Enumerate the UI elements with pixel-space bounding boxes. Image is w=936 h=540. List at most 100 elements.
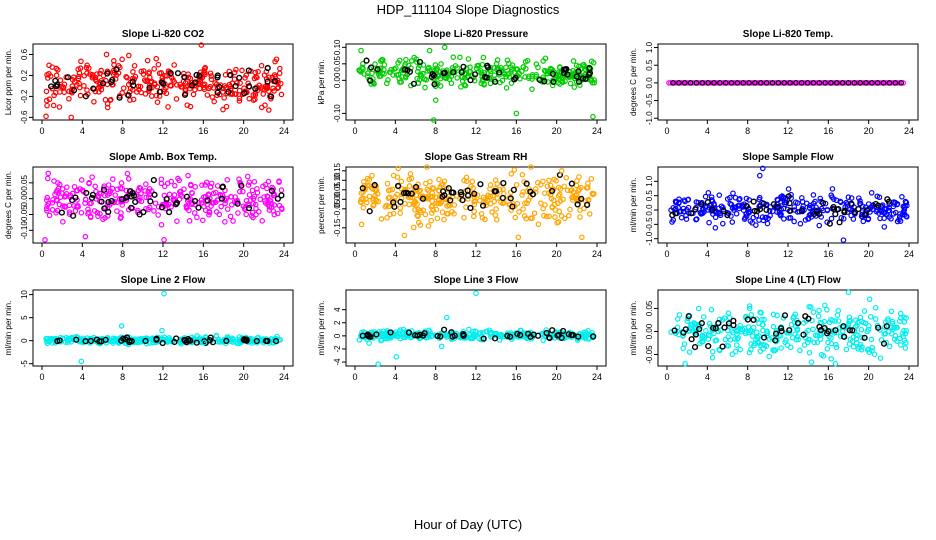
data-point [207, 70, 214, 77]
data-point [835, 318, 842, 324]
data-point [756, 196, 762, 203]
highlight-point [549, 70, 556, 77]
data-point [227, 213, 234, 220]
data-point [278, 187, 285, 193]
highlight-point [746, 80, 752, 86]
data-point [425, 188, 432, 194]
data-point [724, 196, 731, 202]
data-point [233, 66, 239, 73]
highlight-point [507, 195, 514, 202]
data-point [833, 341, 839, 348]
data-point [390, 172, 397, 179]
data-point [152, 200, 159, 207]
data-point [482, 216, 488, 223]
highlight-point [575, 78, 583, 85]
data-point [772, 347, 779, 353]
data-point [423, 180, 429, 187]
data-point [395, 165, 401, 172]
highlight-point [793, 80, 799, 86]
data-point [540, 205, 546, 212]
y-tick-label: -0.10 [20, 221, 29, 240]
highlight-point [857, 80, 863, 86]
outlier-point [432, 97, 439, 103]
data-point [237, 80, 243, 86]
data-point [697, 80, 703, 86]
data-point [168, 204, 174, 210]
data-point [199, 217, 206, 224]
data-point [814, 339, 821, 346]
data-point [871, 80, 877, 86]
x-tick-label: 0 [352, 126, 357, 136]
data-point [118, 180, 125, 186]
data-point [414, 68, 421, 75]
data-point [546, 213, 552, 220]
data-point [480, 199, 487, 206]
data-point [584, 185, 591, 191]
data-point [123, 187, 130, 194]
data-point [199, 182, 205, 188]
highlight-point [688, 336, 695, 343]
data-point [265, 201, 271, 208]
data-point [496, 66, 502, 73]
data-point [104, 101, 111, 107]
data-point [810, 309, 817, 315]
highlight-point [128, 204, 135, 211]
data-point [204, 92, 211, 98]
data-point [802, 80, 808, 86]
data-point [407, 170, 414, 177]
data-point [547, 182, 554, 189]
data-point [877, 355, 884, 361]
y-tick-label: -0.15 [333, 218, 342, 237]
highlight-point [585, 71, 593, 78]
data-point [56, 104, 63, 110]
outlier-point [103, 51, 110, 58]
x-tick-label: 24 [592, 126, 602, 136]
outlier-point [438, 343, 445, 350]
data-point [695, 305, 702, 312]
y-tick-label: 0.6 [20, 48, 29, 60]
data-point [781, 216, 787, 222]
x-tick-label: 8 [433, 249, 438, 259]
data-point [387, 211, 393, 218]
x-tick-label: 20 [239, 372, 249, 382]
highlight-point [364, 331, 371, 338]
data-point [136, 336, 142, 342]
data-point [585, 196, 592, 203]
y-tick-label: -1.0 [645, 231, 654, 245]
data-point [672, 198, 679, 205]
data-point [176, 177, 183, 184]
highlight-point [712, 325, 719, 332]
data-point [511, 167, 518, 173]
data-point [188, 201, 195, 208]
data-point [236, 188, 243, 195]
data-point [187, 103, 194, 110]
highlight-point [869, 80, 875, 86]
data-point [872, 304, 879, 311]
highlight-point [721, 324, 728, 331]
data-point [223, 84, 229, 91]
data-point [469, 334, 476, 341]
data-point [96, 89, 102, 95]
data-point [441, 216, 447, 223]
data-point [780, 194, 787, 201]
data-point [64, 184, 70, 190]
outlier-point [244, 173, 251, 180]
data-point [457, 54, 463, 61]
data-point [163, 84, 169, 91]
data-point [864, 347, 871, 353]
data-point [226, 81, 233, 88]
y-tick-label: 0.00 [333, 72, 342, 88]
highlight-point [69, 196, 76, 204]
data-point [262, 181, 269, 188]
data-point [408, 58, 415, 64]
highlight-point [728, 80, 735, 86]
highlight-point [507, 333, 514, 340]
highlight-point [359, 185, 366, 192]
highlight-point [504, 332, 511, 339]
data-point [857, 341, 864, 348]
y-tick-label: 0.2 [20, 69, 29, 81]
x-tick-label: 0 [39, 249, 44, 259]
y-tick-label: 0.05 [333, 181, 342, 197]
data-point [767, 212, 773, 219]
x-tick-label: 4 [705, 126, 710, 136]
